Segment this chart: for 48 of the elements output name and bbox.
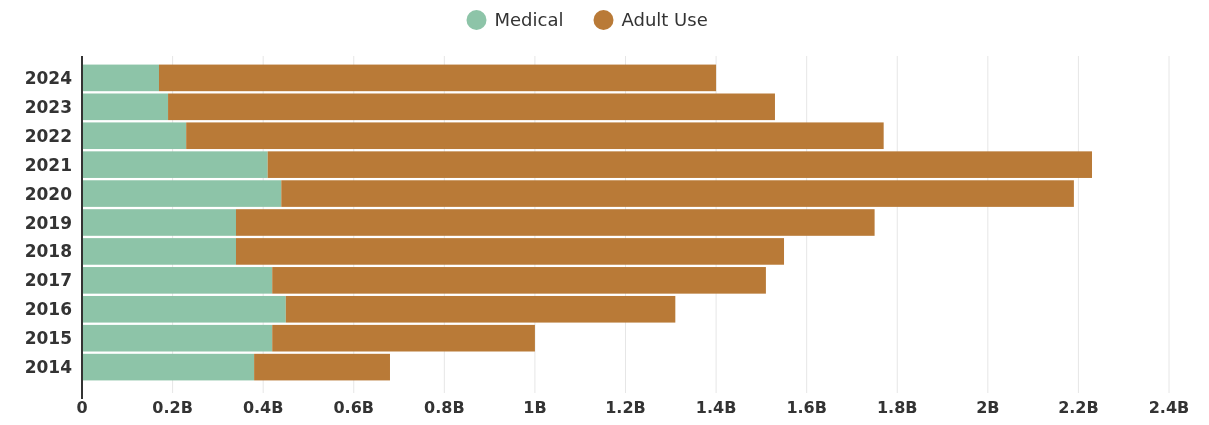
x-tick-label: 0.6B bbox=[333, 398, 375, 417]
y-tick-label: 2017 bbox=[24, 270, 72, 291]
x-tick-label: 0 bbox=[76, 398, 88, 417]
legend-label: Adult Use bbox=[621, 9, 708, 30]
legend-label: Medical bbox=[494, 9, 564, 30]
x-tick-label: 2.2B bbox=[1058, 398, 1099, 417]
x-tick-label: 0.4B bbox=[242, 398, 284, 417]
bar bbox=[82, 180, 282, 207]
bar bbox=[254, 353, 390, 381]
y-tick-label: 2020 bbox=[24, 183, 73, 204]
y-tick-label: 2014 bbox=[24, 357, 73, 378]
bar bbox=[82, 238, 236, 265]
x-tick-label: 2.4B bbox=[1148, 398, 1190, 417]
bar bbox=[168, 93, 775, 121]
y-tick-label: 2024 bbox=[24, 67, 73, 88]
bar bbox=[186, 122, 884, 150]
x-tick-label: 1.4B bbox=[695, 398, 737, 417]
bar bbox=[159, 64, 717, 92]
y-tick-label: 2018 bbox=[24, 241, 72, 262]
x-tick-label: 1B bbox=[523, 398, 547, 417]
bar bbox=[267, 151, 1092, 178]
y-tick-label: 2016 bbox=[24, 299, 72, 320]
bar bbox=[82, 64, 159, 92]
bar bbox=[235, 209, 875, 236]
x-tick-label: 0.2B bbox=[152, 398, 193, 417]
bar bbox=[281, 180, 1074, 207]
bar bbox=[82, 295, 286, 323]
bar bbox=[82, 151, 268, 178]
y-tick-label: 2022 bbox=[24, 125, 72, 146]
x-tick-label: 2B bbox=[976, 398, 1000, 417]
bar bbox=[82, 93, 169, 121]
bar bbox=[82, 324, 273, 352]
bar bbox=[235, 238, 785, 265]
bar bbox=[272, 267, 766, 294]
y-tick-label: 2021 bbox=[24, 154, 72, 175]
bar bbox=[82, 122, 187, 150]
y-tick-label: 2023 bbox=[24, 96, 72, 117]
x-tick-label: 0.8B bbox=[424, 398, 465, 417]
x-tick-label: 1.8B bbox=[876, 398, 918, 417]
x-tick-label: 1.2B bbox=[605, 398, 646, 417]
bar bbox=[82, 267, 273, 294]
y-tick-label: 2019 bbox=[24, 212, 72, 233]
bar bbox=[82, 209, 236, 236]
bar bbox=[82, 353, 255, 381]
x-tick-label: 1.6B bbox=[786, 398, 827, 417]
y-tick-label: 2015 bbox=[24, 328, 72, 349]
bar bbox=[285, 295, 676, 323]
bar bbox=[272, 324, 535, 352]
